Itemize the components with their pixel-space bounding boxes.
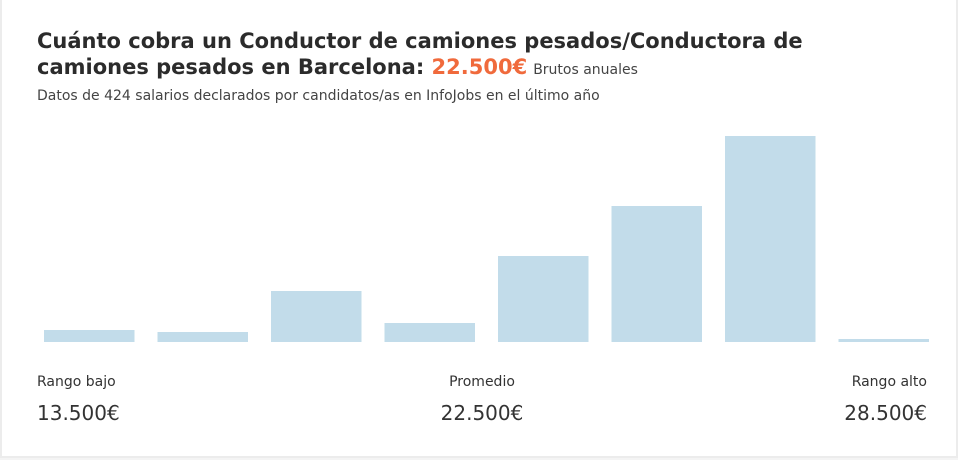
subtitle: Datos de 424 salarios declarados por can…: [37, 88, 600, 104]
bar: [384, 323, 475, 342]
summary-label: Promedio: [449, 374, 515, 390]
summary-value: 13.500€: [37, 401, 120, 425]
title-block: Cuánto cobra un Conductor de camiones pe…: [37, 28, 917, 83]
bar: [44, 330, 135, 342]
bar: [271, 291, 362, 342]
summary-value: 22.500€: [440, 401, 524, 425]
bar: [611, 206, 702, 342]
chart-title: Cuánto cobra un Conductor de camiones pe…: [37, 29, 803, 79]
bar: [838, 339, 929, 342]
headline-note: Brutos anuales: [533, 62, 638, 78]
bar: [498, 256, 589, 342]
headline-value: 22.500€: [431, 55, 528, 79]
summary-label: Rango bajo: [37, 374, 116, 390]
summary-label: Rango alto: [851, 374, 927, 390]
bar: [157, 332, 248, 342]
summary-value: 28.500€: [844, 401, 927, 425]
bar: [725, 136, 816, 342]
